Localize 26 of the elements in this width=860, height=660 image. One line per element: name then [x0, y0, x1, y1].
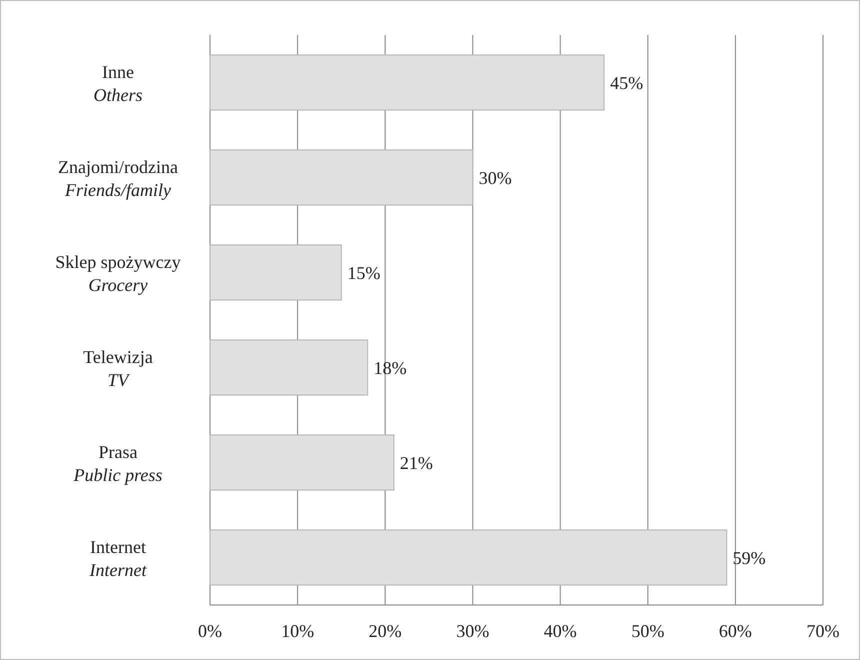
y-tick-label: Znajomi/rodzina Friends/family	[58, 156, 178, 200]
data-label: 30%	[478, 168, 512, 188]
y-tick-label: Prasa Public press	[72, 442, 162, 485]
y-tick-label: Internet Internet	[88, 536, 148, 580]
data-label: 15%	[347, 262, 380, 283]
x-tick-label: 30%	[456, 621, 490, 641]
data-label: 59%	[732, 548, 766, 568]
bar	[210, 434, 394, 491]
bar	[210, 339, 368, 396]
x-tick-label: 0%	[198, 621, 222, 641]
x-tick-label: 10%	[281, 621, 314, 641]
y-tick-label: Sklep spożywczy Grocery	[55, 252, 181, 295]
bar	[210, 529, 728, 586]
x-tick-label: 40%	[544, 621, 577, 641]
bar	[210, 54, 605, 111]
x-tick-label: 60%	[718, 621, 752, 641]
data-label: 45%	[610, 72, 644, 93]
bar	[210, 244, 342, 301]
y-tick-label: Inne Others	[94, 62, 142, 105]
bar	[210, 149, 474, 206]
y-tick-label: Telewizja TV	[83, 346, 153, 390]
data-label: 18%	[374, 358, 407, 378]
data-label: 21%	[400, 452, 433, 473]
x-tick-label: 50%	[631, 621, 664, 641]
x-tick-label: 20%	[368, 621, 402, 641]
x-tick-label: 70%	[806, 621, 840, 641]
